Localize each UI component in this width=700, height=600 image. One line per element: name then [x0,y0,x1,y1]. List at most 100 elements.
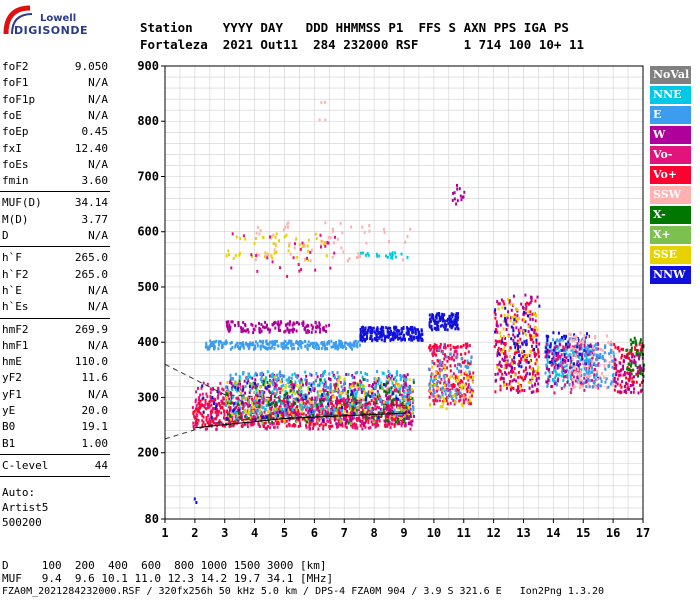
data-point [556,357,559,361]
data-point [578,355,581,359]
data-point [403,374,406,378]
data-point [217,392,220,396]
data-point [272,391,275,395]
data-point [226,409,229,413]
data-point [263,326,266,330]
data-point [278,405,281,409]
data-point [321,381,324,385]
data-point [466,366,468,370]
data-point [574,365,576,369]
data-point [521,388,524,392]
data-point [573,369,575,373]
param-value: N/A [88,300,108,314]
data-point [346,409,348,413]
data-point [268,385,271,388]
data-point [495,343,498,346]
data-point [545,346,548,350]
data-point [581,339,584,343]
data-point [259,409,261,412]
data-point [308,344,311,348]
data-point [326,342,329,346]
data-point [408,395,410,399]
data-point [377,331,380,335]
data-point [384,335,387,339]
data-point [216,396,219,400]
data-point [283,397,286,401]
data-point [333,342,336,346]
data-point [428,325,431,329]
data-point [315,347,318,351]
data-point [616,369,619,373]
data-point [279,380,282,384]
data-point [576,363,579,366]
data-point [625,381,628,385]
data-point [300,392,303,396]
data-point [321,411,324,415]
param-value: 0.45 [81,125,109,139]
data-point [319,394,322,398]
data-point [253,415,256,419]
data-point [306,329,309,333]
data-point [550,349,553,353]
data-point [584,362,587,366]
data-point [244,385,247,389]
data-point [371,391,373,395]
data-point [380,414,383,418]
data-point [335,401,337,405]
data-point [319,378,322,382]
data-point [441,405,444,408]
data-point [336,425,339,429]
data-point [248,396,251,400]
data-point [194,416,197,420]
data-point [533,352,536,356]
data-point [314,320,317,324]
data-point [237,324,240,327]
data-point [564,375,567,378]
data-point [324,118,327,122]
data-point [501,306,504,310]
data-point [504,319,507,323]
data-point [196,409,199,413]
data-point [288,407,291,411]
data-point [370,409,373,413]
data-point [508,349,511,352]
data-point [207,414,210,417]
data-point [533,348,535,351]
data-point [349,385,352,389]
param-label: M(D) [2,212,29,226]
data-point [501,350,503,354]
data-point [216,390,219,393]
data-point [232,377,234,381]
data-point [284,386,287,390]
data-point [512,333,515,337]
data-point [442,346,445,349]
data-point [573,362,575,366]
data-point [296,398,299,402]
data-point [408,390,411,394]
data-point [570,348,573,352]
data-point [328,427,331,430]
data-point [284,340,287,344]
data-point [206,421,209,425]
data-point [439,360,442,364]
data-point [391,336,394,340]
data-point [440,387,443,391]
data-point [514,351,517,355]
data-point [199,411,202,415]
data-point [579,369,582,373]
data-point [327,241,330,245]
data-point [384,420,387,424]
data-point [364,398,367,402]
data-point [274,326,277,330]
data-point [632,380,635,384]
data-point [328,342,331,346]
data-point [518,359,521,363]
data-point [546,336,549,340]
data-point [370,326,373,330]
data-point [345,373,348,376]
data-point [263,421,266,425]
data-point [460,379,462,383]
data-point [623,390,626,393]
data-point [260,380,263,384]
data-point [402,337,405,341]
